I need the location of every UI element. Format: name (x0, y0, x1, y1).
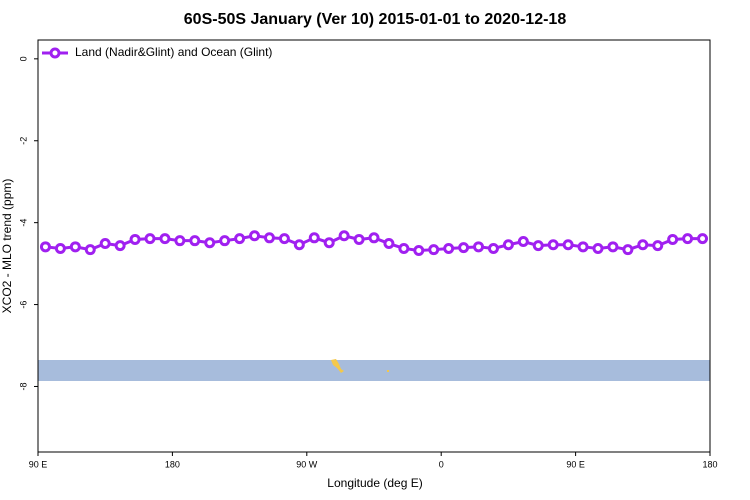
plot-frame (37, 39, 711, 453)
point (144, 233, 156, 245)
point (69, 241, 81, 253)
y-tick-label: -6 (18, 301, 28, 309)
point (159, 233, 171, 245)
point (652, 240, 664, 252)
point (562, 239, 574, 251)
x-tick-label: 180 (165, 459, 180, 469)
point (667, 233, 679, 245)
point (443, 242, 455, 254)
land (331, 359, 344, 373)
point (413, 245, 425, 257)
map-band (38, 360, 710, 381)
point (428, 244, 440, 256)
point (278, 233, 290, 245)
land (387, 370, 389, 372)
point (308, 232, 320, 244)
point (84, 244, 96, 256)
point (383, 238, 395, 250)
point (622, 244, 634, 256)
point (263, 232, 275, 244)
point (338, 230, 350, 242)
x-tick-label: 0 (439, 459, 444, 469)
y-tick-label: -2 (18, 137, 28, 145)
point (189, 235, 201, 247)
point (697, 233, 709, 245)
point (368, 232, 380, 244)
point (99, 238, 111, 250)
point (458, 242, 470, 254)
point (219, 235, 231, 247)
x-axis-label: Longitude (deg E) (327, 476, 422, 490)
point (174, 235, 186, 247)
point (502, 239, 514, 251)
x-tick-label: 90 W (296, 459, 318, 469)
point (637, 239, 649, 251)
y-tick-label: -4 (18, 219, 28, 227)
point (293, 239, 305, 251)
point (129, 233, 141, 245)
point (547, 239, 559, 251)
point (234, 233, 246, 245)
point (398, 242, 410, 254)
x-tick-label: 90 E (566, 459, 585, 469)
point (517, 235, 529, 247)
point (39, 241, 51, 253)
point (487, 242, 499, 254)
x-tick-label: 90 E (29, 459, 48, 469)
point (607, 241, 619, 253)
point (54, 242, 66, 254)
point (323, 237, 335, 249)
legend-label: Land (Nadir&Glint) and Ocean (Glint) (75, 45, 272, 59)
chart-title: 60S-50S January (Ver 10) 2015-01-01 to 2… (184, 11, 567, 28)
legend-marker (49, 47, 61, 59)
point (249, 230, 261, 242)
point (204, 237, 216, 249)
point (592, 242, 604, 254)
y-tick-label: -8 (18, 382, 28, 390)
point (114, 240, 126, 252)
point (353, 233, 365, 245)
point (577, 241, 589, 253)
y-tick-label: 0 (18, 56, 28, 61)
point (532, 240, 544, 252)
x-tick-label: 180 (702, 459, 717, 469)
point (473, 241, 485, 253)
point (682, 233, 694, 245)
y-axis-label: XCO2 - MLO trend (ppm) (0, 179, 14, 314)
